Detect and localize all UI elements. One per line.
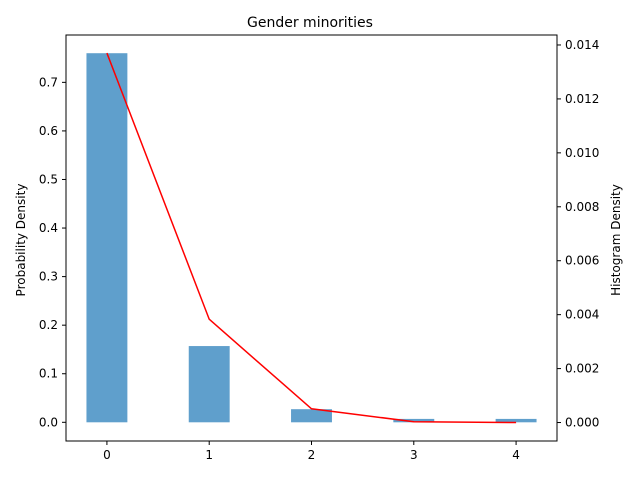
- y-right-tick-label: 0.000: [565, 416, 599, 430]
- y-right-tick-label: 0.002: [565, 362, 599, 376]
- y-left-tick-label: 0.4: [39, 221, 58, 235]
- y-axis-label-left: Probability Density: [14, 184, 28, 297]
- y-right-tick-label: 0.008: [565, 200, 599, 214]
- y-left-tick-label: 0.5: [39, 172, 58, 186]
- x-tick-label: 0: [103, 448, 111, 462]
- bar-0: [86, 53, 128, 423]
- density-line: [106, 52, 517, 424]
- y-left-tick-label: 0.7: [39, 75, 58, 89]
- x-tick-label: 3: [410, 448, 418, 462]
- bar-4: [495, 418, 537, 423]
- bar-3: [393, 418, 435, 423]
- y-left-tick-label: 0.6: [39, 124, 58, 138]
- y-left-tick-label: 0.1: [39, 367, 58, 381]
- plot-frame: [65, 34, 558, 442]
- y-right-tick-label: 0.012: [565, 92, 599, 106]
- chart-title: Gender minorities: [247, 15, 373, 31]
- x-tick-label: 2: [308, 448, 316, 462]
- axis-ticks: 0 1 2 3 4 0.0 0.1 0.2 0.3 0.4 0.5 0.6 0.7 0.000 0.002 0…: [39, 38, 599, 462]
- y-right-tick-label: 0.014: [565, 38, 599, 52]
- y-right-tick-label: 0.010: [565, 146, 599, 160]
- y-left-tick-label: 0.0: [39, 415, 58, 429]
- x-tick-label: 4: [512, 448, 520, 462]
- bar-1: [188, 346, 230, 423]
- y-right-tick-label: 0.004: [565, 308, 599, 322]
- y-right-tick-label: 0.006: [565, 254, 599, 268]
- y-axis-label-right: Histogram Density: [609, 184, 623, 296]
- y-left-tick-label: 0.3: [39, 270, 58, 284]
- bar-2: [291, 409, 332, 423]
- y-left-tick-label: 0.2: [39, 318, 58, 332]
- x-tick-label: 1: [205, 448, 213, 462]
- plot-area: [86, 52, 537, 424]
